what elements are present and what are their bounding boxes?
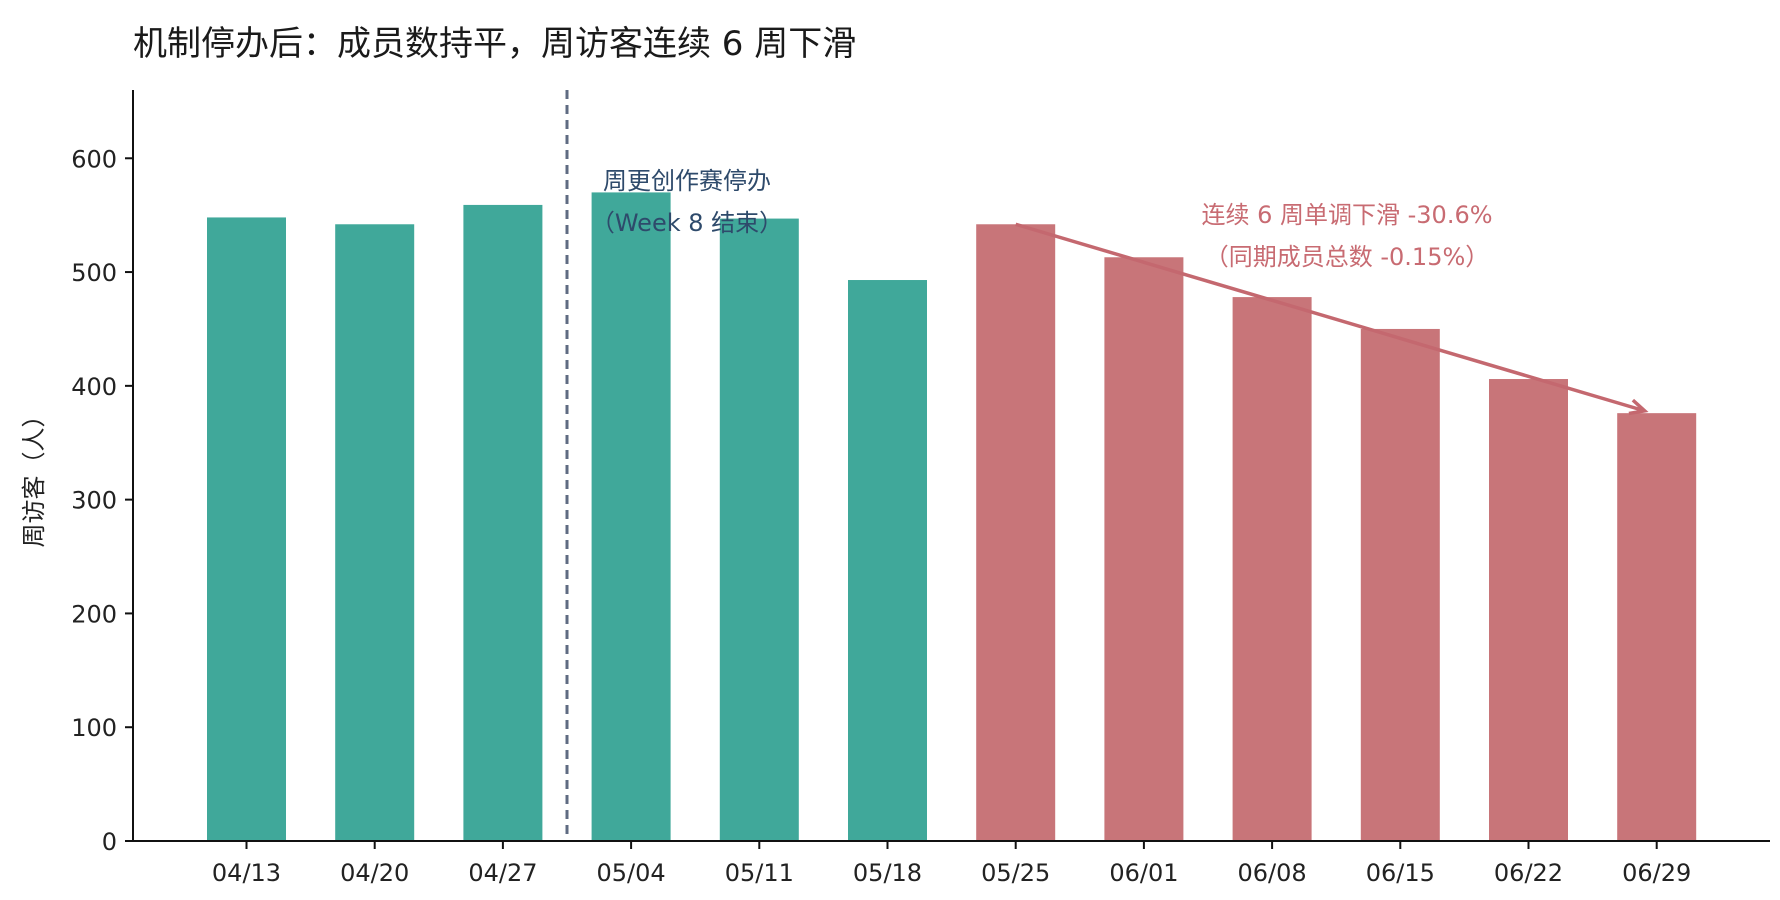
chart-title: 机制停办后：成员数持平，周访客连续 6 周下滑 [133, 24, 857, 64]
bar-04-20 [335, 224, 415, 841]
x-tick-label: 06/01 [1109, 859, 1178, 887]
x-tick-label: 04/27 [468, 859, 537, 887]
x-tick-label: 05/04 [597, 859, 666, 887]
bar-05-11 [719, 218, 799, 841]
bars-group [207, 192, 1697, 842]
x-tick-label: 06/08 [1238, 859, 1307, 887]
bar-04-13 [207, 217, 286, 841]
y-tick-label: 600 [71, 145, 117, 173]
y-tick-label: 0 [102, 828, 117, 856]
y-tick-label: 400 [71, 373, 117, 401]
x-tick-label: 05/25 [981, 859, 1050, 887]
x-tick-label: 06/15 [1366, 859, 1435, 887]
trend-annotation-line2: （同期成员总数 -0.15%） [1205, 243, 1490, 271]
axes-group [132, 90, 1770, 842]
bar-06-01 [1104, 257, 1184, 841]
y-axis-label: 周访客（人） [20, 404, 48, 548]
cutoff-annotation-line2: （Week 8 结束） [591, 209, 783, 237]
cutoff-annotation-line1: 周更创作赛停办 [603, 167, 771, 195]
trend-arrow-line [1015, 222, 1646, 413]
x-ticks-group: 04/13 04/20 04/27 05/04 05/11 05/18 05/25 06/01… [212, 841, 1691, 887]
x-tick-label: 04/13 [212, 859, 281, 887]
y-tick-label: 200 [71, 600, 117, 628]
y-tick-label: 500 [71, 259, 117, 287]
x-tick-label: 06/22 [1494, 859, 1563, 887]
y-ticks-group: 0 100 200 300 400 500 600 [71, 145, 133, 856]
bar-06-22 [1489, 379, 1568, 841]
bar-06-15 [1360, 328, 1440, 841]
x-tick-label: 06/29 [1622, 859, 1691, 887]
trend-arrow-group [1015, 222, 1649, 416]
x-tick-label: 05/18 [853, 859, 922, 887]
bar-04-27 [463, 204, 543, 841]
bar-05-18 [848, 280, 927, 841]
trend-annotation-line1: 连续 6 周单调下滑 -30.6% [1201, 201, 1492, 229]
bar-06-29 [1617, 413, 1697, 841]
bar-05-25 [976, 224, 1056, 841]
x-tick-label: 04/20 [340, 859, 409, 887]
y-tick-label: 100 [71, 714, 117, 742]
x-tick-label: 05/11 [725, 859, 794, 887]
y-tick-label: 300 [71, 487, 117, 515]
bar-05-04 [591, 192, 671, 842]
bar-06-08 [1232, 297, 1312, 841]
trend-arrow-head [1628, 398, 1649, 416]
